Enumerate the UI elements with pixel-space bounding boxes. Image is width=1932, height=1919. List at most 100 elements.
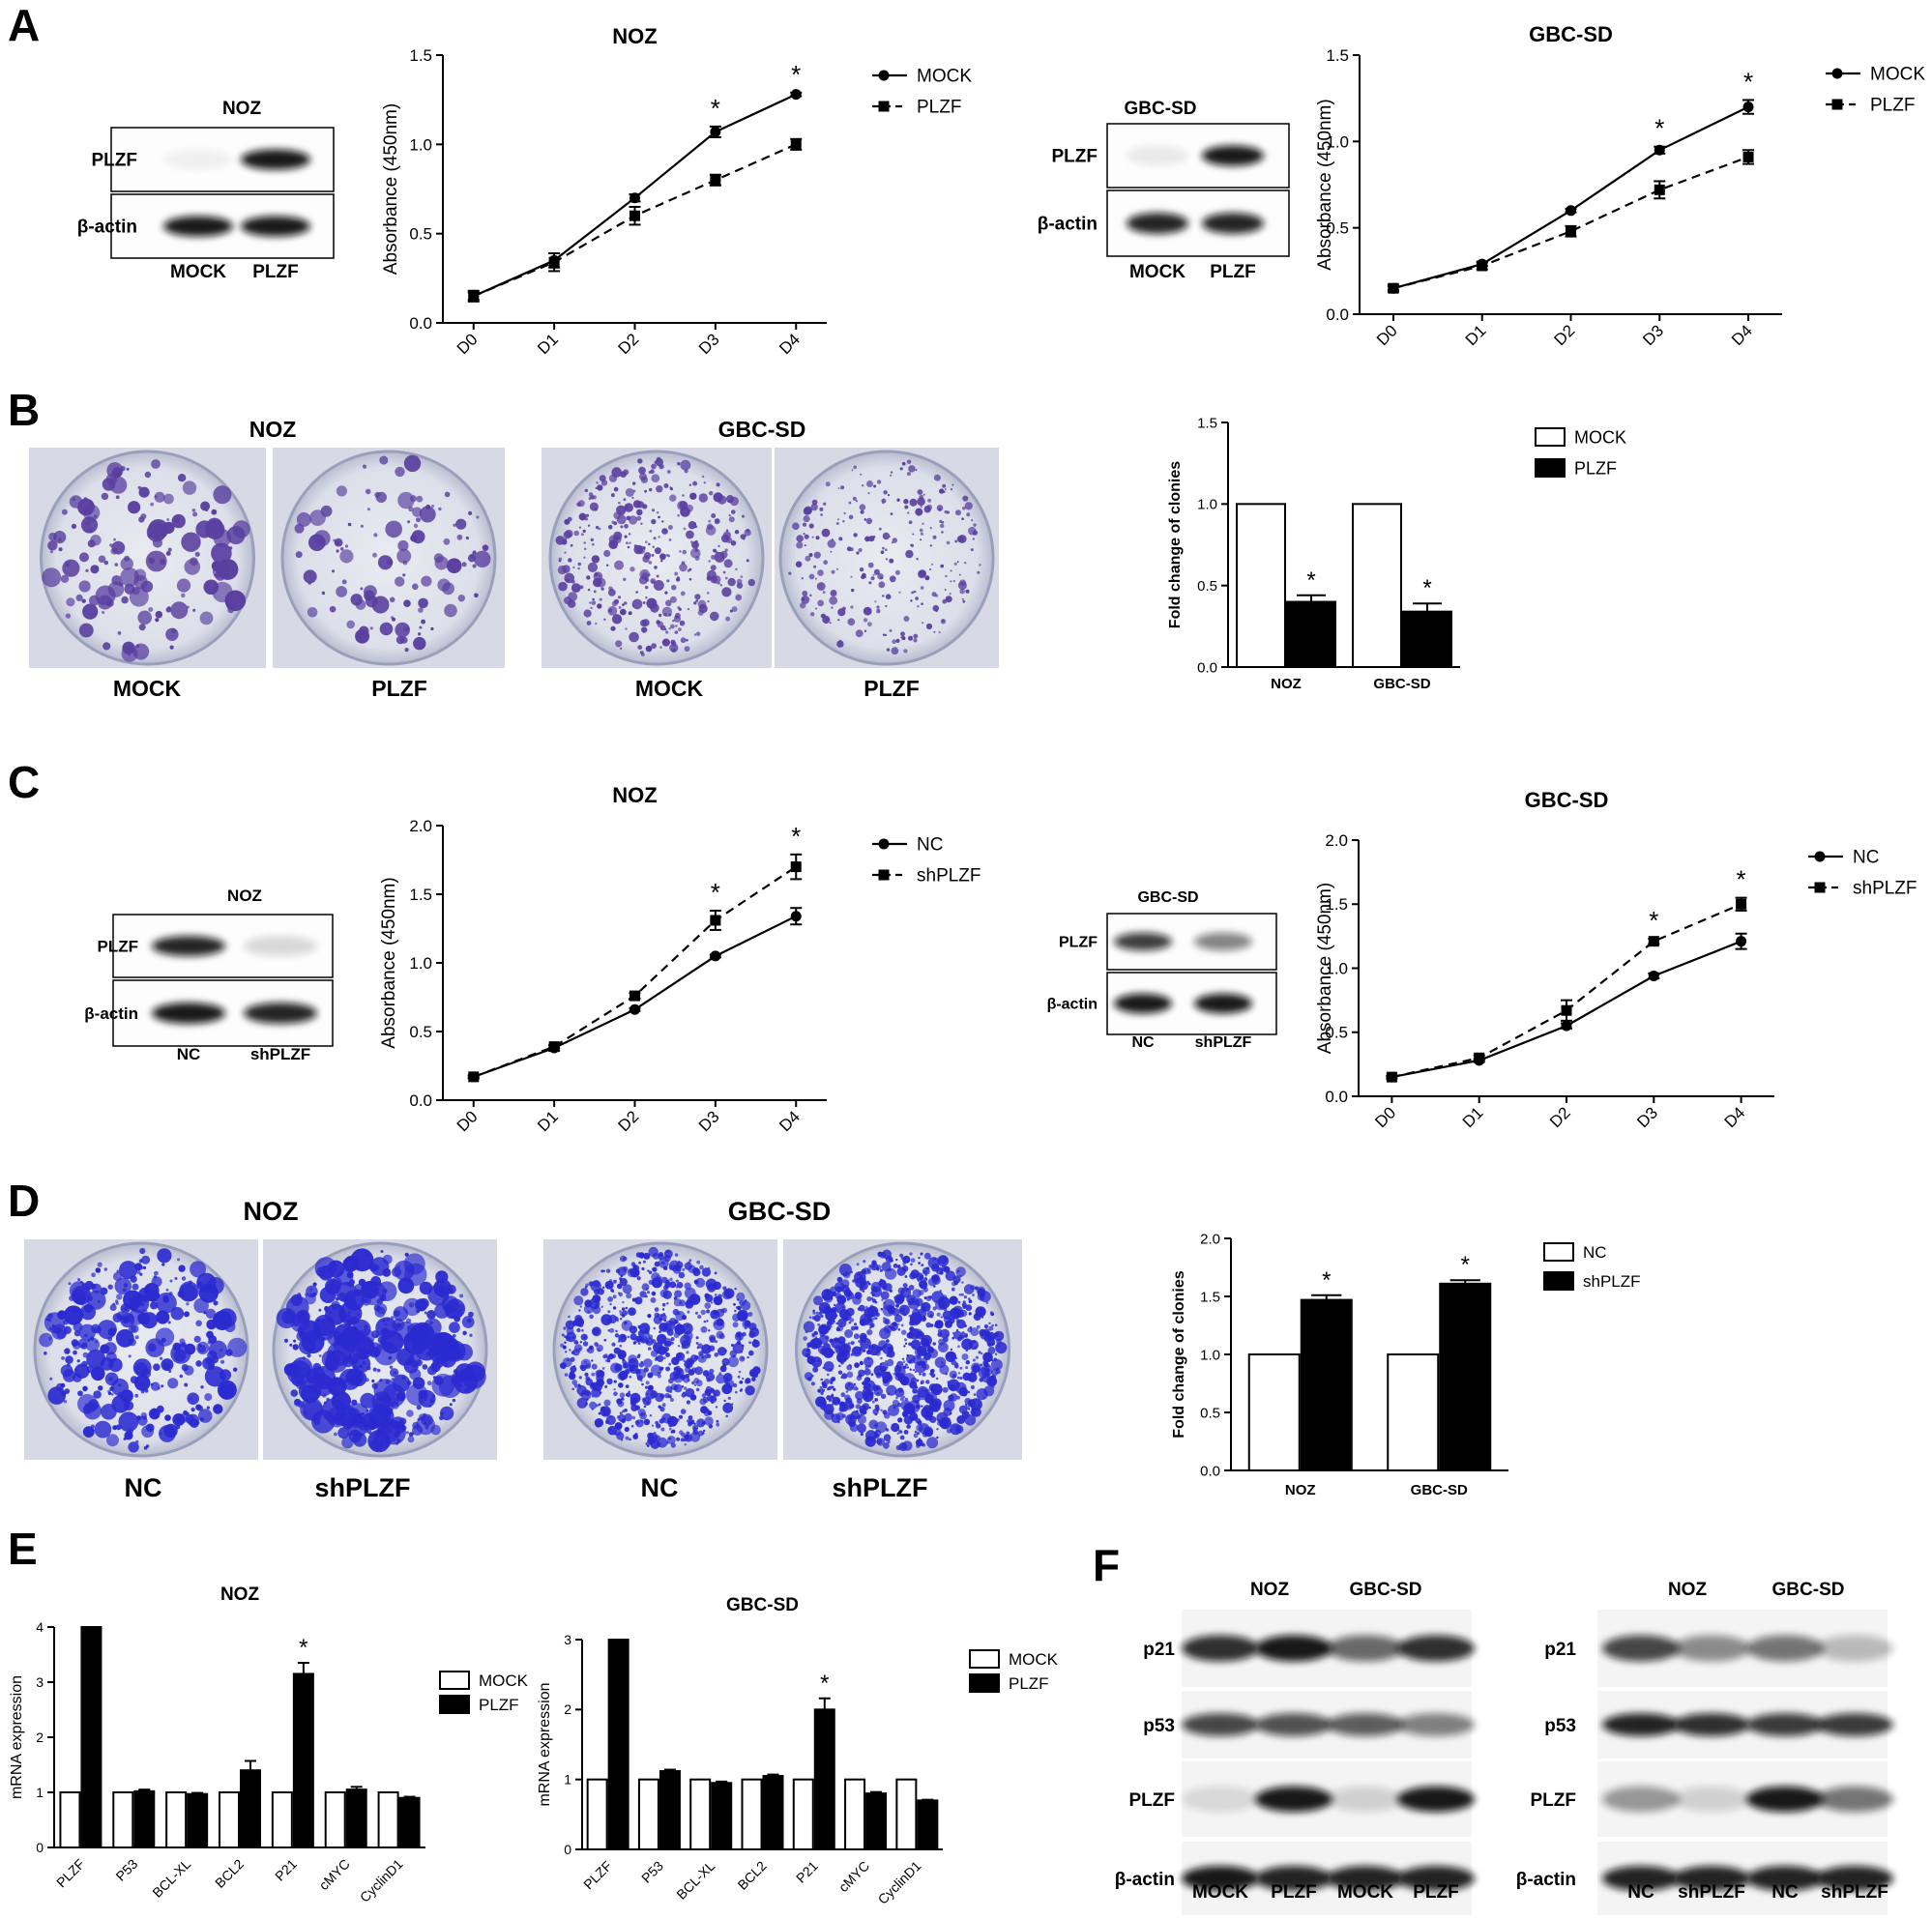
x-tick-label: CyclinD1 <box>357 1856 406 1905</box>
colony <box>825 1335 830 1340</box>
colony <box>917 605 920 608</box>
colony <box>625 1306 629 1310</box>
legend-marker <box>878 838 890 850</box>
colony <box>639 473 647 481</box>
colony <box>638 466 646 475</box>
bar <box>187 1792 209 1848</box>
colony <box>73 1368 78 1372</box>
colony <box>140 1411 147 1419</box>
colony <box>808 573 815 580</box>
colony <box>709 1368 715 1374</box>
panel-letter-d: D <box>8 1176 40 1226</box>
blot-band <box>1127 213 1188 234</box>
colony <box>876 480 882 484</box>
colony <box>645 645 653 653</box>
blot-band <box>1397 1786 1475 1813</box>
colony <box>587 1310 590 1314</box>
colony <box>664 1281 671 1289</box>
colony <box>725 529 729 532</box>
colony <box>643 1252 651 1260</box>
colony <box>618 501 621 505</box>
colony <box>825 1309 837 1322</box>
colony <box>730 540 737 546</box>
colony <box>124 555 131 562</box>
colony <box>578 512 587 521</box>
colony <box>564 596 571 605</box>
colony <box>577 562 582 567</box>
colony <box>714 1294 717 1296</box>
legend-label: MOCK <box>1009 1650 1059 1669</box>
colony <box>422 1364 428 1370</box>
colony <box>736 1331 743 1338</box>
blot-band <box>241 149 310 170</box>
colony <box>885 558 889 561</box>
colony <box>875 1312 880 1318</box>
colony <box>213 1404 223 1414</box>
colony <box>659 1407 665 1412</box>
colony <box>347 522 352 527</box>
colony <box>904 1275 908 1278</box>
colony <box>882 1377 890 1384</box>
colony <box>929 567 932 571</box>
colony <box>645 585 649 590</box>
colony <box>848 514 854 520</box>
chart-title: NOZ <box>612 24 657 48</box>
colony <box>910 1269 920 1279</box>
plate-label: NC <box>125 1473 162 1502</box>
y-tick-label: 2.0 <box>409 817 432 835</box>
colony <box>616 1415 621 1419</box>
colony <box>613 1432 617 1436</box>
blot-lane-label: MOCK <box>170 262 226 282</box>
bar <box>689 1778 712 1850</box>
colony <box>660 560 663 563</box>
colony <box>658 1371 660 1375</box>
plate-group-label: GBC-SD <box>718 417 806 442</box>
colony <box>716 1422 720 1427</box>
colony <box>663 613 667 617</box>
colony <box>567 1358 570 1361</box>
colony-plate <box>29 448 266 668</box>
colony <box>908 635 914 641</box>
colony <box>137 1415 148 1426</box>
colony <box>725 616 731 622</box>
western-blot-C-noz <box>112 914 334 1047</box>
colony <box>597 603 602 609</box>
colony <box>868 536 875 542</box>
colony <box>95 1267 102 1273</box>
colony <box>820 1403 827 1410</box>
colony <box>388 1355 393 1360</box>
colony <box>929 1412 932 1415</box>
colony <box>620 608 627 616</box>
x-tick-label: cMYC <box>835 1858 872 1895</box>
colony <box>915 1385 919 1389</box>
blot-band <box>1397 1635 1475 1662</box>
colony <box>894 1387 905 1398</box>
colony <box>840 1285 850 1294</box>
colony <box>950 488 953 491</box>
colony <box>979 564 981 567</box>
colony <box>837 1370 843 1375</box>
colony <box>53 531 67 544</box>
colony <box>382 1254 393 1265</box>
colony <box>968 1299 973 1303</box>
colony <box>949 1370 957 1380</box>
series-line <box>1392 156 1749 290</box>
colony <box>605 1268 611 1273</box>
colony <box>594 508 599 511</box>
western-blot-C-gbc <box>1106 913 1277 1035</box>
blot-lane-label: MOCK <box>1337 1882 1393 1903</box>
blot-band <box>1816 1713 1893 1736</box>
colony <box>76 1359 80 1363</box>
colony <box>951 1359 957 1366</box>
colony <box>187 1392 199 1405</box>
colony <box>73 1350 77 1355</box>
colony <box>666 1302 669 1305</box>
colony <box>740 575 744 578</box>
colony <box>106 1434 119 1447</box>
colony <box>642 555 650 563</box>
colony <box>954 1364 959 1369</box>
colony <box>709 1334 717 1342</box>
colony <box>938 630 941 634</box>
colony <box>957 1372 961 1375</box>
colony <box>647 1269 650 1272</box>
